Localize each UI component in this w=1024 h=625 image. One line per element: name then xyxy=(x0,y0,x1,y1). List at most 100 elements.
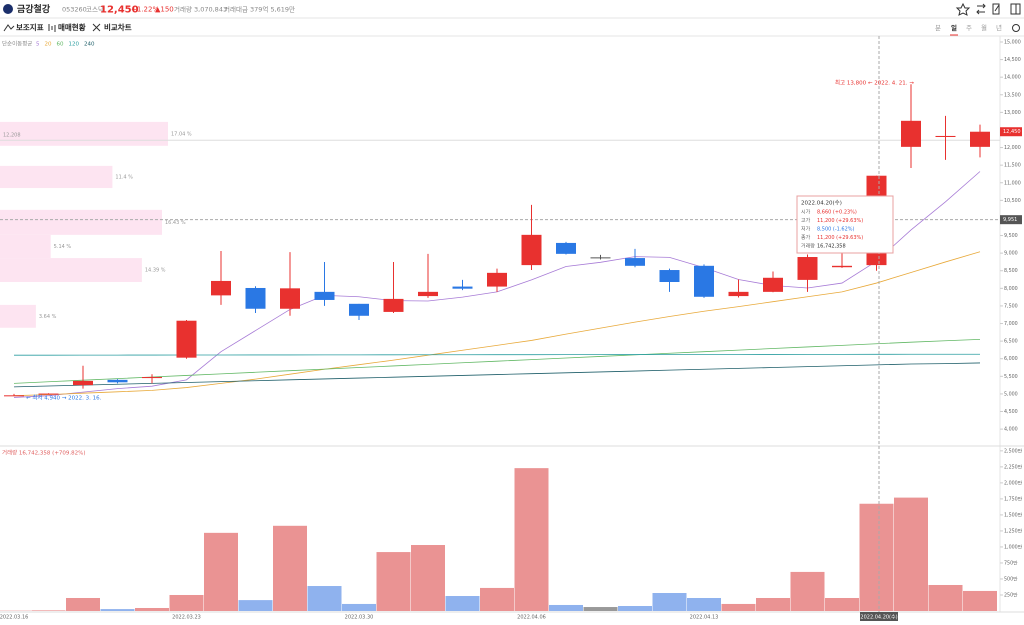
volume-bar xyxy=(653,593,687,611)
volume-bar xyxy=(929,585,963,611)
tooltip-key: 시가 xyxy=(801,209,811,216)
high-annotation: 최고 13,800 ← 2022. 4. 21. → xyxy=(835,79,914,87)
candle-body xyxy=(763,278,783,292)
volume-bar xyxy=(446,596,480,611)
tooltip-key: 종가 xyxy=(801,234,811,241)
volume-bar xyxy=(860,504,894,611)
y-tick-label: 1,250만 xyxy=(1004,527,1023,534)
stock-code: 053260 xyxy=(62,6,87,14)
y-tick-label: 750만 xyxy=(1004,559,1018,566)
x-tick-label: 2022.03.16 xyxy=(0,615,28,621)
amount: 거래대금 379억 5,619만 xyxy=(224,5,295,14)
candle-body xyxy=(660,270,680,282)
candle-body xyxy=(418,292,438,296)
volume-bar xyxy=(135,608,169,611)
ma-line xyxy=(14,354,980,355)
candle-body xyxy=(522,235,542,265)
legend-entry: 240 xyxy=(84,42,95,48)
volume-bar xyxy=(515,468,549,611)
candle-body xyxy=(487,273,507,287)
x-tick-label: 2022.04.13 xyxy=(690,615,719,621)
y-tick-label: 6,500 xyxy=(1004,339,1018,345)
y-tick-label: 250만 xyxy=(1004,591,1018,598)
y-tick-label: 10,500 xyxy=(1004,198,1021,204)
y-tick-label: 13,000 xyxy=(1004,110,1021,116)
y-tick-label: 9,000 xyxy=(1004,251,1018,257)
y-tick-label: 15,000 xyxy=(1004,39,1021,45)
candle-body xyxy=(832,266,852,267)
volume-profile-bar xyxy=(0,235,51,258)
volume-bar xyxy=(687,598,721,611)
volume-bar xyxy=(963,591,997,611)
y-tick-label: 14,000 xyxy=(1004,75,1021,81)
candle-body xyxy=(936,136,956,137)
edit-icon[interactable] xyxy=(993,4,999,14)
trade-icon[interactable] xyxy=(49,24,55,32)
candle-body xyxy=(177,321,197,358)
tooltip-value: 11,200 (+29.63%) xyxy=(817,235,863,241)
tooltip-key: 고가 xyxy=(801,217,811,224)
ma-line xyxy=(14,339,980,383)
volume-bar xyxy=(791,572,825,611)
period-button[interactable]: 월 xyxy=(981,23,987,32)
y-tick-label: 1,000만 xyxy=(1004,543,1023,550)
candle-body xyxy=(591,257,611,258)
volume-bar xyxy=(584,607,618,611)
y-tick-label: 2,000만 xyxy=(1004,479,1023,486)
volume-profile-bar xyxy=(0,305,36,328)
current-price-label: 12,450 xyxy=(1003,129,1021,135)
change: ▲150 xyxy=(155,6,174,14)
volume-profile-label: 16.43 % xyxy=(165,220,186,226)
toolbar-button[interactable]: 비교차트 xyxy=(104,22,132,32)
candle-body xyxy=(349,304,369,316)
volume-bar xyxy=(273,526,307,611)
candle-body xyxy=(694,266,714,297)
volume-profile-bar xyxy=(0,258,142,282)
period-button[interactable]: 년 xyxy=(996,23,1002,32)
candle-body xyxy=(280,288,300,308)
volume-profile-bar xyxy=(0,122,168,146)
candle-body xyxy=(142,377,162,378)
settings-icon[interactable] xyxy=(1013,25,1020,32)
volume-bar xyxy=(101,609,135,611)
period-button[interactable]: 주 xyxy=(966,24,972,32)
y-tick-label: 8,000 xyxy=(1004,286,1018,292)
panel-icon[interactable] xyxy=(1011,4,1020,14)
period-button[interactable]: 일 xyxy=(951,23,957,32)
volume-bar xyxy=(204,533,238,611)
tooltip-date: 2022.04.20(수) xyxy=(801,200,842,207)
candle-body xyxy=(970,132,990,147)
y-tick-label: 4,000 xyxy=(1004,427,1018,433)
tooltip-value: 16,742,358 xyxy=(817,244,846,250)
compare-icon[interactable] xyxy=(93,24,100,31)
stock-logo xyxy=(3,4,13,14)
reference-label: 12,208 xyxy=(3,133,21,139)
indicator-icon[interactable] xyxy=(4,25,14,31)
volume: 거래량 3,070,843 xyxy=(174,5,227,14)
x-tick-label: 2022.03.30 xyxy=(345,615,374,621)
period-button[interactable]: 분 xyxy=(935,24,941,32)
low-annotation: ← 최저 4,940 → 2022. 3. 16. xyxy=(26,394,102,402)
volume-bar xyxy=(342,604,376,611)
legend-entry: 5 xyxy=(36,42,40,48)
toolbar-button[interactable]: 보조지표 xyxy=(16,22,44,32)
volume-profile-label: 11.4 % xyxy=(115,174,133,180)
toolbar-button[interactable]: 매매현황 xyxy=(58,22,86,32)
crosshair-date: 2022.04.20(수) xyxy=(860,615,897,621)
volume-bar xyxy=(722,604,756,611)
candle-body xyxy=(315,292,335,300)
y-tick-label: 1,500만 xyxy=(1004,511,1023,518)
candle-body xyxy=(73,381,93,385)
volume-profile-bar xyxy=(0,210,162,235)
swap-icon[interactable] xyxy=(977,4,985,14)
volume-bar xyxy=(549,605,583,611)
volume-bar xyxy=(377,552,411,611)
volume-profile-label: 5.14 % xyxy=(54,244,72,250)
y-tick-label: 7,000 xyxy=(1004,321,1018,327)
candle-body xyxy=(39,394,59,395)
y-tick-label: 5,500 xyxy=(1004,374,1018,380)
favorite-icon[interactable] xyxy=(957,4,969,15)
candle-body xyxy=(798,257,818,280)
legend-entry: 60 xyxy=(57,42,64,48)
